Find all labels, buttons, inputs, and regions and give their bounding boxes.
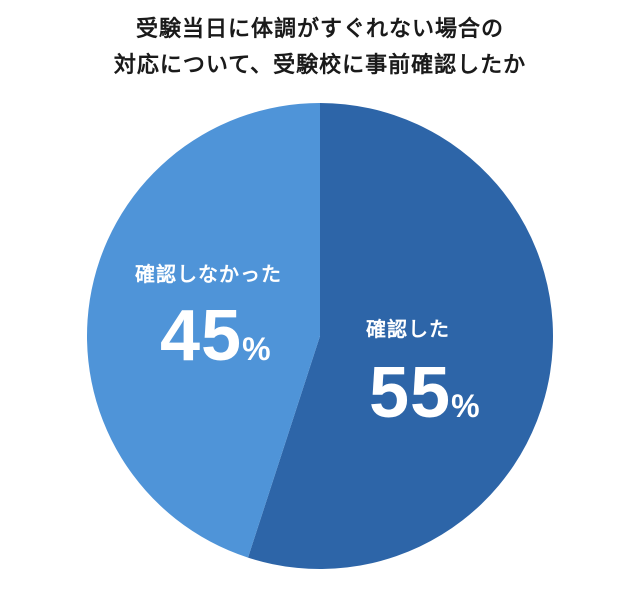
slice-label-not-confirmed: 確認しなかった 45% (135, 258, 282, 372)
pie-slice-not-confirmed (86, 103, 320, 558)
slice-category-confirmed: 確認した (366, 317, 450, 341)
slice-value-confirmed: 55% (369, 357, 480, 429)
percent-sign: % (242, 331, 271, 367)
percent-sign: % (451, 388, 480, 424)
chart-title: 受験当日に体調がすぐれない場合の 対応について、受験校に事前確認したか (0, 12, 640, 84)
slice-percent-number: 45 (160, 296, 243, 376)
slice-percent-number: 55 (369, 353, 452, 433)
chart-title-line-1: 受験当日に体調がすぐれない場合の (135, 17, 504, 42)
slice-category-not-confirmed: 確認しなかった (135, 262, 282, 286)
pie-slice-confirmed (247, 103, 554, 570)
slice-value-not-confirmed: 45% (160, 300, 271, 372)
slice-label-confirmed: 確認した 55% (366, 313, 480, 429)
chart-title-line-2: 対応について、受験校に事前確認したか (113, 53, 527, 78)
